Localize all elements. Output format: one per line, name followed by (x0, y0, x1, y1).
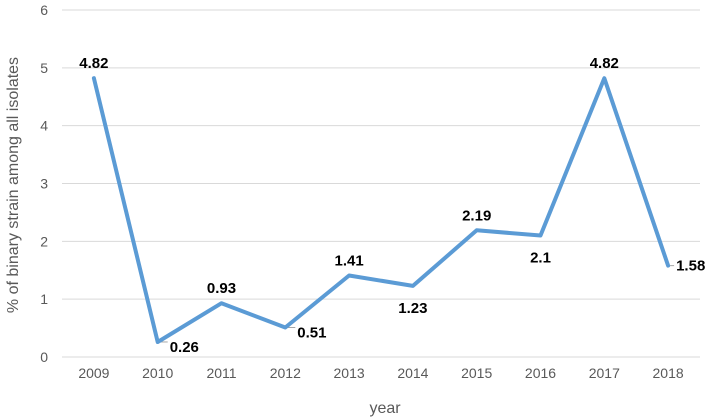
data-label: 0.26 (170, 339, 199, 356)
x-tick-label: 2010 (142, 365, 173, 381)
x-tick-labels: 2009 2010 2011 2012 2013 2014 2015 2016 2017 2018 (78, 365, 684, 381)
data-label: 0.51 (297, 325, 326, 342)
gridlines (62, 9, 700, 358)
x-tick-label: 2012 (270, 365, 301, 381)
data-label: 2.1 (530, 250, 551, 267)
data-label: 1.58 (676, 258, 705, 275)
x-tick-label: 2014 (397, 365, 428, 381)
data-labels: 4.82 0.26 0.93 0.51 1.41 1.23 2.19 2.1 4.82 1.58 (79, 55, 705, 356)
data-label: 2.19 (462, 207, 491, 224)
x-tick-label: 2013 (334, 365, 365, 381)
y-tick-label: 1 (40, 291, 48, 307)
x-tick-label: 2015 (461, 365, 492, 381)
y-tick-label: 2 (40, 233, 48, 249)
y-tick-label: 3 (40, 176, 48, 192)
y-tick-label: 4 (40, 118, 48, 134)
x-axis-title: year (369, 400, 401, 417)
series-line (91, 76, 671, 344)
data-label: 1.23 (398, 300, 427, 317)
x-tick-label: 2011 (206, 365, 236, 381)
data-label: 4.82 (590, 55, 619, 72)
data-label: 0.93 (207, 280, 236, 297)
y-tick-label: 5 (40, 60, 48, 76)
y-axis-title: % of binary strain among all isolates (5, 57, 22, 313)
x-tick-label: 2009 (78, 365, 109, 381)
x-tick-label: 2017 (589, 365, 620, 381)
data-label: 4.82 (79, 55, 108, 72)
y-tick-labels: 0 1 2 3 4 5 6 (40, 2, 48, 365)
x-tick-label: 2016 (525, 365, 556, 381)
y-tick-label: 0 (40, 349, 48, 365)
x-tick-label: 2018 (653, 365, 684, 381)
data-label: 1.41 (334, 252, 363, 269)
y-tick-label: 6 (40, 2, 48, 18)
